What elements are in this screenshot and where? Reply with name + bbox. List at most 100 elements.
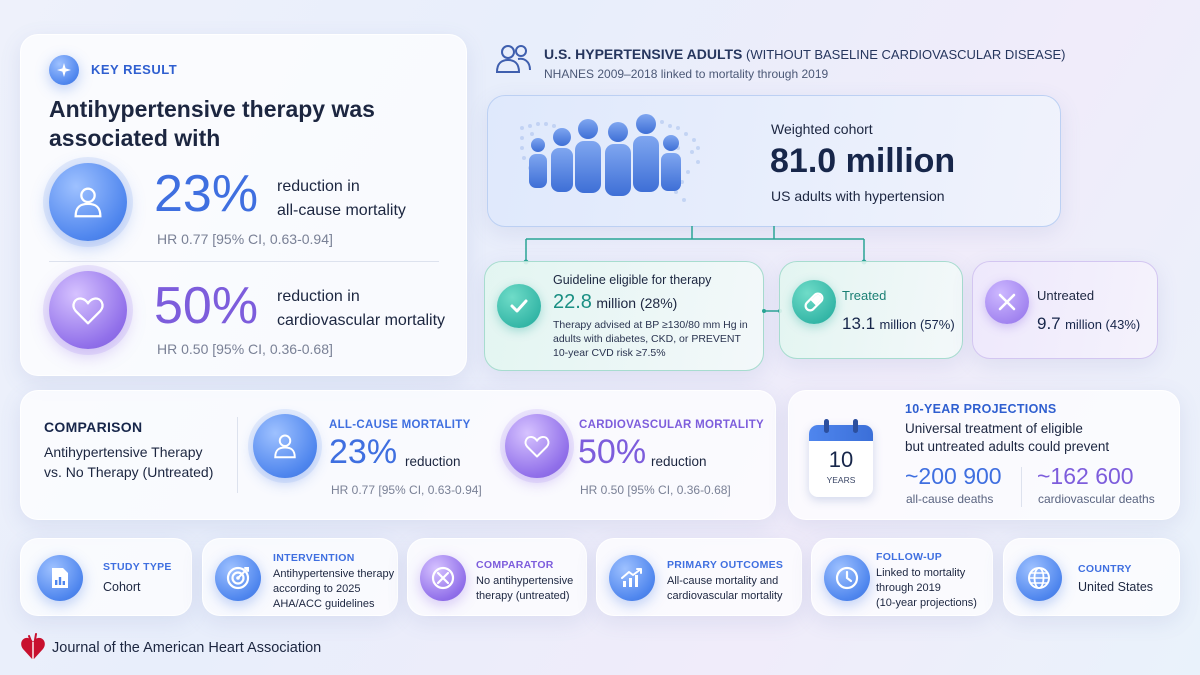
cohort-desc: US adults with hypertension (771, 188, 945, 204)
intervention-line1: Antihypertensive therapy (273, 568, 395, 580)
eligible-value-rest: million (28%) (596, 295, 678, 311)
intervention-line2: according to 2025 (273, 583, 361, 595)
all-cause-text1: reduction in (277, 178, 360, 195)
deaths-cv-value: ~162 600 (1037, 463, 1134, 489)
country-line1: United States (1078, 580, 1154, 594)
study-type-line1: Cohort (103, 580, 141, 594)
follow-up-line2: through 2019 (876, 582, 941, 594)
deaths-all-label: all-cause deaths (906, 492, 994, 506)
projections-card: 10 YEARS 10-YEAR PROJECTIONS Universal t… (788, 390, 1180, 520)
detail-card-primary-outcomes: PRIMARY OUTCOMES All-cause mortality and… (596, 538, 802, 616)
comparator-title: COMPARATOR (476, 559, 554, 571)
comparison-allcause-hr: HR 0.77 [95% CI, 0.63-0.94] (331, 483, 482, 497)
pill-icon (792, 280, 836, 324)
country-title: COUNTRY (1078, 563, 1132, 575)
treated-value: 13.1 million (57%) (842, 314, 955, 334)
eligible-value-num: 22.8 (553, 291, 592, 313)
eligible-value: 22.8 million (28%) (553, 291, 677, 314)
eligible-card: Guideline eligible for therapy 22.8 mill… (484, 261, 764, 371)
population-title: U.S. HYPERTENSIVE ADULTS (WITHOUT BASELI… (544, 46, 1066, 62)
key-result-divider (49, 261, 439, 262)
treated-label: Treated (842, 288, 887, 303)
comparison-line2: vs. No Therapy (Untreated) (44, 464, 214, 480)
primary-outcomes-line2: cardiovascular mortality (667, 590, 783, 602)
heart-icon (49, 271, 127, 349)
deaths-all-value: ~200 900 (905, 463, 1002, 489)
aha-logo (20, 632, 46, 667)
calendar-word: YEARS (826, 475, 856, 485)
comparison-title: COMPARISON (44, 419, 143, 435)
journal-name: Journal of the American Heart Associatio… (52, 640, 322, 656)
primary-outcomes-title: PRIMARY OUTCOMES (667, 559, 784, 571)
treated-value-num: 13.1 (842, 314, 876, 333)
detail-card-comparator: COMPARATOR No antihypertensive therapy (… (407, 538, 587, 616)
heart-icon-small (505, 414, 569, 478)
cohort-connector (523, 226, 867, 265)
globe-icon (1016, 555, 1062, 601)
comparator-line1: No antihypertensive (476, 575, 574, 587)
detail-card-intervention: INTERVENTION Antihypertensive therapy ac… (202, 538, 398, 616)
untreated-label: Untreated (1037, 288, 1095, 303)
projections-title: 10-YEAR PROJECTIONS (905, 402, 1057, 416)
cv-text2: cardiovascular mortality (277, 312, 446, 329)
eligible-label: Guideline eligible for therapy (553, 273, 712, 287)
follow-up-line1: Linked to mortality (876, 567, 966, 579)
people-group-icon (529, 114, 681, 196)
sparkle-icon (49, 55, 79, 85)
cohort-label: Weighted cohort (771, 121, 873, 137)
treated-card: Treated 13.1 million (57%) (779, 261, 963, 359)
clock-icon (824, 555, 870, 601)
us-map-dots (520, 120, 700, 202)
comparison-cv-hr: HR 0.50 [95% CI, 0.36-0.68] (580, 483, 731, 497)
target-icon (215, 555, 261, 601)
comparison-line1: Antihypertensive Therapy (44, 444, 203, 460)
comparison-cv-word: reduction (651, 454, 707, 469)
all-cause-text2: all-cause mortality (277, 202, 406, 219)
follow-up-line3: (10-year projections) (876, 597, 977, 609)
cohort-value: 81.0 million (770, 142, 956, 180)
intervention-line3: AHA/ACC guidelines (273, 598, 375, 610)
eligible-desc: Therapy advised at BP ≥130/80 mm Hg in a… (553, 319, 748, 359)
key-result-badge: KEY RESULT (91, 62, 178, 77)
detail-card-follow-up: FOLLOW-UP Linked to mortality through 20… (811, 538, 993, 616)
detail-card-study-type: STUDY TYPE Cohort (20, 538, 192, 616)
comparison-allcause-pct: 23% (329, 433, 398, 471)
primary-outcomes-line1: All-cause mortality and (667, 575, 779, 587)
person-icon (49, 163, 127, 241)
comparison-cv-pct: 50% (578, 433, 647, 471)
key-result-headline: Antihypertensive therapy was associated … (49, 96, 375, 151)
calendar-icon: 10 YEARS (809, 417, 873, 497)
projections-line1: Universal treatment of eligible (905, 421, 1083, 436)
trend-chart-icon (609, 555, 655, 601)
people-outline-icon (494, 42, 534, 81)
detail-card-country: COUNTRY United States (1003, 538, 1180, 616)
no-treatment-icon (420, 555, 466, 601)
untreated-value-rest: million (43%) (1065, 317, 1141, 332)
follow-up-title: FOLLOW-UP (876, 551, 943, 563)
checkmark-icon (497, 284, 541, 328)
comparison-allcause-word: reduction (405, 454, 461, 469)
cv-percent: 50% (154, 277, 259, 335)
cv-hr: HR 0.50 [95% CI, 0.36-0.68] (157, 341, 333, 357)
population-title-rest: (WITHOUT BASELINE CARDIOVASCULAR DISEASE… (745, 47, 1066, 62)
study-type-title: STUDY TYPE (103, 561, 172, 573)
projections-divider (1021, 467, 1022, 507)
untreated-value-num: 9.7 (1037, 314, 1061, 333)
population-subtitle: NHANES 2009–2018 linked to mortality thr… (544, 67, 829, 81)
all-cause-percent: 23% (154, 165, 259, 223)
x-icon (985, 280, 1029, 324)
untreated-card: Untreated 9.7 million (43%) (972, 261, 1158, 359)
intervention-title: INTERVENTION (273, 552, 355, 564)
comparison-divider (237, 417, 238, 493)
projections-line2: but untreated adults could prevent (905, 439, 1110, 454)
comparator-line2: therapy (untreated) (476, 590, 570, 602)
cohort-card: Weighted cohort 81.0 million US adults w… (487, 95, 1061, 227)
person-icon-small (253, 414, 317, 478)
comparison-card: COMPARISON Antihypertensive Therapy vs. … (20, 390, 776, 520)
calendar-number: 10 (828, 447, 854, 472)
comparison-cv-label: CARDIOVASCULAR MORTALITY (579, 419, 765, 431)
key-result-card: KEY RESULT Antihypertensive therapy was … (20, 34, 467, 376)
treated-value-rest: million (57%) (879, 317, 955, 332)
population-title-bold: U.S. HYPERTENSIVE ADULTS (544, 46, 743, 62)
deaths-cv-label: cardiovascular deaths (1038, 492, 1155, 506)
